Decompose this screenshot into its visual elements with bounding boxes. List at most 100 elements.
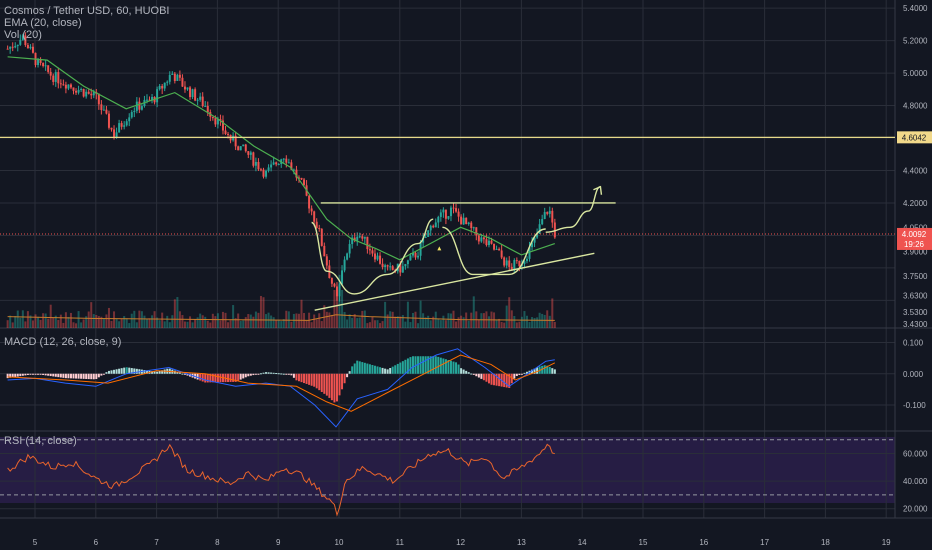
volume-bar [163,321,166,328]
candle-body [237,146,240,151]
volume-bar [16,310,19,328]
volume-bar [505,305,508,328]
price-tick-label: 3.4300 [903,320,928,329]
macd-histogram-bar [102,373,105,375]
macd-histogram-bar [419,356,422,374]
candle-body [183,86,186,90]
candle-body [156,89,159,103]
volume-bar [92,314,95,328]
volume-bar [118,321,121,328]
volume-bar [87,311,90,328]
time-tick-label: 14 [578,538,587,547]
macd-histogram-bar [487,373,490,384]
volume-bar [211,313,214,328]
volume-bar [300,299,303,328]
volume-bar [133,310,136,328]
candle-body [439,212,442,217]
candle-body [498,248,501,251]
rsi-tick-label: 20.000 [903,505,928,514]
candle-body [148,99,151,101]
candle-body [75,90,78,93]
candle-body [57,72,60,84]
volume-bar [404,321,407,328]
candle-body [110,127,113,130]
volume-bar [270,315,273,328]
macd-histogram-bar [551,368,554,374]
rsi-pane [0,439,895,517]
volume-bar [151,315,154,328]
volume-bar [401,315,404,328]
volume-bar [26,311,29,328]
volume-bar [439,320,442,328]
volume-bar [75,323,78,328]
volume-bar [333,290,336,328]
candle-body [49,71,52,76]
handle-curve [442,226,546,276]
macd-histogram-bar [391,366,394,374]
candle-body [227,133,230,135]
candle-body [346,253,349,260]
macd-histogram-bar [308,373,311,385]
candle-body [429,225,432,231]
price-tick-label: 3.5300 [903,308,928,317]
candle-body [297,177,300,179]
candle-body [525,258,528,262]
candle-body [123,125,126,127]
macd-histogram-bar [100,373,103,376]
macd-histogram-bar [404,359,407,374]
time-tick-label: 10 [335,538,344,547]
macd-histogram-bar [282,373,285,375]
volume-bar [531,317,534,328]
macd-histogram-bar [237,373,240,381]
candle-body [295,169,298,178]
volume-bar [69,312,72,328]
macd-histogram-bar [92,373,95,380]
volume-bar [328,312,331,328]
macd-histogram-bar [128,367,131,374]
candle-body [272,162,275,165]
macd-histogram-bar [85,373,88,379]
macd-histogram-bar [275,373,278,375]
volume-bar [313,314,316,328]
candle-body [287,162,290,164]
volume-bar [406,301,409,328]
volume-bar [39,319,42,328]
macd-pane [6,348,556,428]
macd-histogram-bar [206,373,209,383]
candle-body [543,212,546,220]
volume-bar [67,316,70,328]
volume-bar [290,321,293,328]
candle-body [455,208,458,212]
macd-histogram-bar [181,373,184,375]
candle-body [404,264,407,267]
rsi-tick-label: 60.000 [903,450,928,459]
candle-body [206,105,209,113]
macd-histogram-bar [267,372,270,374]
volume-bar [477,319,480,328]
candle-body [417,255,420,258]
volume-bar [520,316,523,328]
volume-bar [140,311,143,328]
candle-body [128,117,131,122]
time-tick-label: 13 [517,538,526,547]
volume-bar [277,319,280,328]
volume-bar [310,322,313,328]
candle-body [434,222,437,228]
macd-histogram-bar [460,368,463,374]
macd-histogram-bar [536,367,539,374]
macd-histogram-bar [351,366,354,374]
candle-body [444,209,447,219]
macd-histogram-bar [434,356,437,374]
macd-histogram-bar [427,356,430,374]
macd-histogram-bar [323,373,326,394]
candle-body [505,260,508,266]
ema-path [7,56,555,261]
volume-bar [199,313,202,328]
macd-histogram-bar [186,373,189,376]
candle-body [186,87,189,90]
macd-histogram-bar [371,365,374,374]
candle-body [442,209,445,213]
macd-histogram-bar [259,373,262,375]
